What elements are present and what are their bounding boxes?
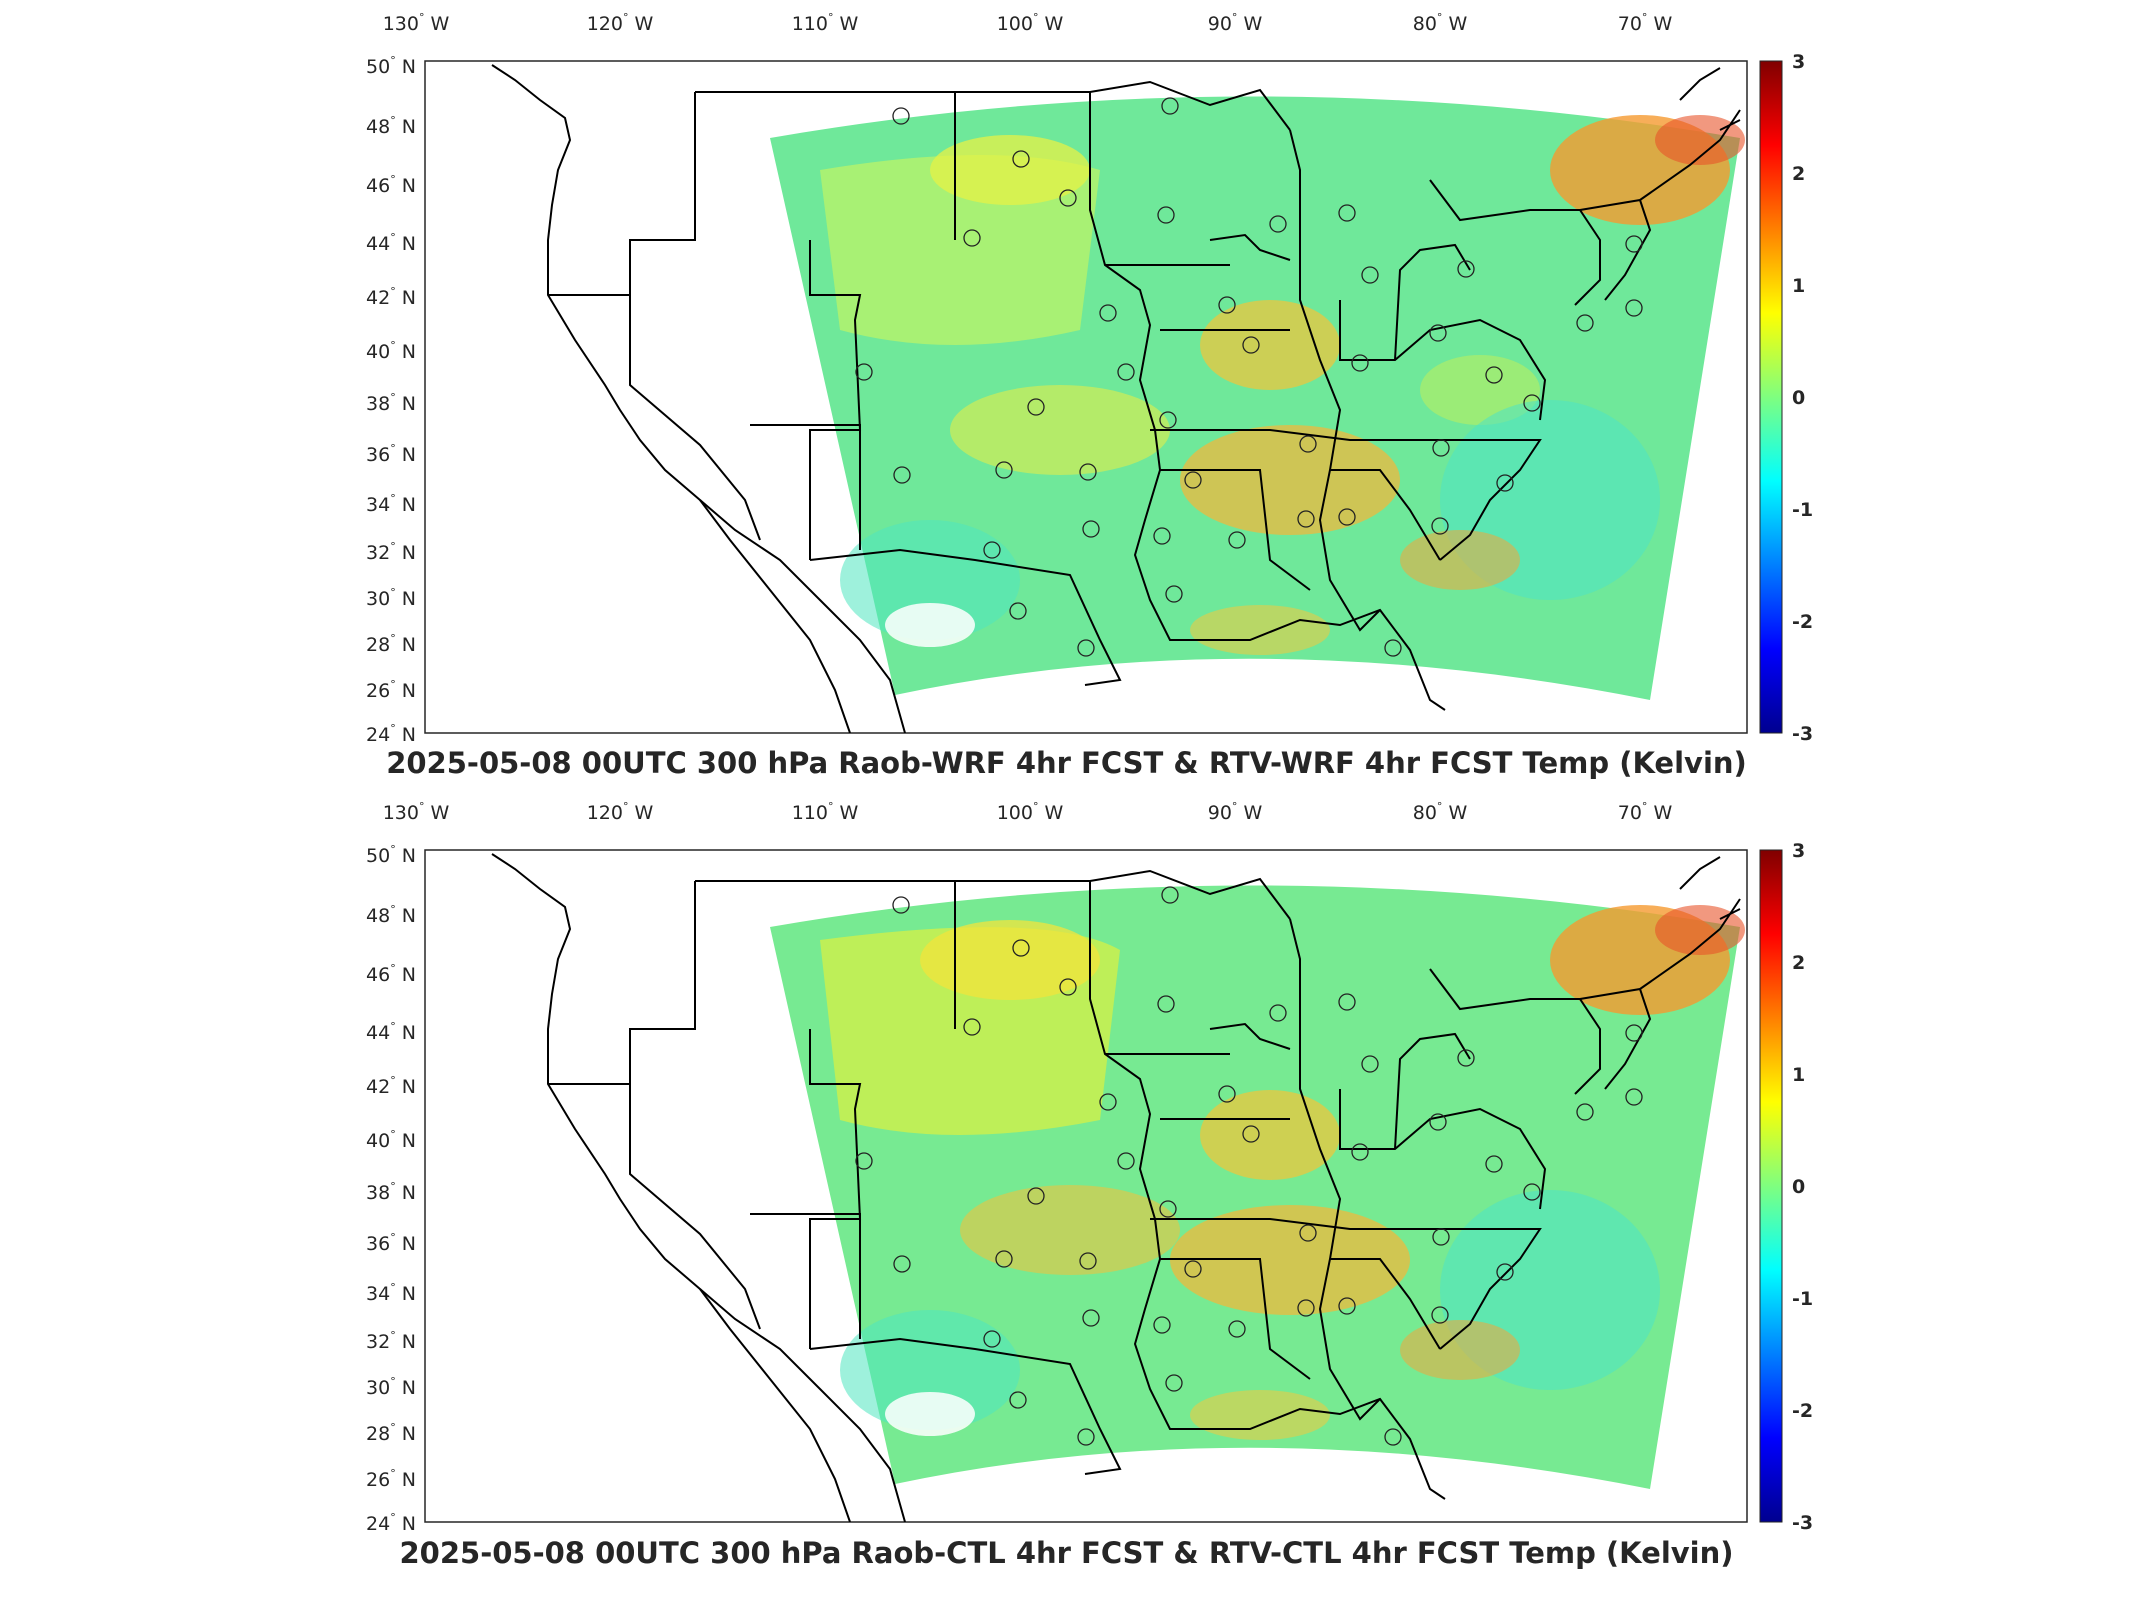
colorbar-tick: -1 [1792,499,1813,521]
svg-text:42° N: 42° N [366,1074,416,1098]
svg-text:44° N: 44° N [366,231,416,255]
latitude-axis-labels: 50° N 48° N 46° N 44° N 42° N 40° N 38° … [366,54,416,746]
colorbar-tick: 2 [1792,163,1805,185]
colorbar-tick: -3 [1792,723,1813,745]
lon-label: 90 [1208,13,1232,35]
svg-text:40° N: 40° N [366,1128,416,1152]
svg-text:28° N: 28° N [366,1421,416,1445]
lon-label: 80 [1413,13,1437,35]
svg-text:26° N: 26° N [366,1467,416,1491]
colorbar-tick: 3 [1792,840,1805,862]
colorbar: 3 2 1 0 -1 -2 -3 [1759,840,1813,1534]
colorbar-tick: 1 [1792,1064,1805,1086]
svg-text:130° W: 130° W [383,11,450,35]
svg-text:24° N: 24° N [366,1511,416,1535]
colorbar-tick: -2 [1792,611,1813,633]
svg-text:70° W: 70° W [1618,800,1673,824]
svg-text:44° N: 44° N [366,1020,416,1044]
svg-text:130° W: 130° W [383,800,450,824]
svg-text:48° N: 48° N [366,903,416,927]
lon-label: 110 [792,13,828,35]
svg-text:90° W: 90° W [1208,11,1263,35]
colorbar-tick: 3 [1792,51,1805,73]
svg-text:32° N: 32° N [366,540,416,564]
svg-text:42° N: 42° N [366,285,416,309]
longitude-axis-labels: 130° W 120° W 110° W 100° W 90° W 80° W … [383,11,1673,35]
coastlines-and-borders [491,853,1741,1522]
temperature-difference-field [770,885,1745,1489]
svg-text:110° W: 110° W [792,11,859,35]
svg-text:80° W: 80° W [1413,11,1468,35]
colorbar-tick: -1 [1792,1288,1813,1310]
svg-text:40° N: 40° N [366,339,416,363]
colorbar: 3 2 1 0 -1 -2 -3 [1759,51,1813,745]
svg-text:26° N: 26° N [366,678,416,702]
svg-text:38° N: 38° N [366,391,416,415]
svg-text:38° N: 38° N [366,1180,416,1204]
svg-text:100° W: 100° W [997,800,1064,824]
lon-label: 130 [383,13,419,35]
map-title-bottom: 2025-05-08 00UTC 300 hPa Raob-CTL 4hr FC… [399,1536,1734,1570]
svg-text:100° W: 100° W [997,11,1064,35]
panel-bottom: 130° W 120° W 110° W 100° W 90° W 80° W … [0,790,2133,1600]
svg-text:34° N: 34° N [366,492,416,516]
svg-text:30° N: 30° N [366,586,416,610]
lon-label: 70 [1618,13,1642,35]
svg-text:48° N: 48° N [366,114,416,138]
colorbar-tick: 0 [1792,1176,1805,1198]
svg-text:120° W: 120° W [587,800,654,824]
colorbar-tick: 0 [1792,387,1805,409]
svg-text:30° N: 30° N [366,1375,416,1399]
map-top: 130° W 120° W 110° W 100° W 90° W 80° W … [366,11,1813,746]
panel-top: 130° W 120° W 110° W 100° W 90° W 80° W … [0,0,2133,790]
svg-text:90° W: 90° W [1208,800,1263,824]
svg-text:120° W: 120° W [587,11,654,35]
colorbar-tick: -2 [1792,1400,1813,1422]
lon-label: 100 [997,13,1033,35]
svg-text:36° N: 36° N [366,442,416,466]
colorbar-tick: -3 [1792,1512,1813,1534]
svg-text:34° N: 34° N [366,1281,416,1305]
colorbar-tick: 1 [1792,275,1805,297]
raob-station-markers [855,97,1643,657]
lon-label: 120 [587,13,623,35]
coastlines-and-borders [491,64,1741,733]
temperature-difference-field [770,96,1745,700]
svg-text:36° N: 36° N [366,1231,416,1255]
svg-text:24° N: 24° N [366,722,416,746]
raob-station-markers [855,886,1643,1446]
latitude-axis-labels: 50° N 48° N 46° N 44° N 42° N 40° N 38° … [366,843,416,1535]
svg-text:50° N: 50° N [366,843,416,867]
map-title-top: 2025-05-08 00UTC 300 hPa Raob-WRF 4hr FC… [386,746,1747,780]
svg-text:80° W: 80° W [1413,800,1468,824]
svg-text:32° N: 32° N [366,1329,416,1353]
svg-text:70° W: 70° W [1618,11,1673,35]
svg-text:50° N: 50° N [366,54,416,78]
longitude-axis-labels: 130° W 120° W 110° W 100° W 90° W 80° W … [383,800,1673,824]
svg-text:46° N: 46° N [366,962,416,986]
svg-text:110° W: 110° W [792,800,859,824]
colorbar-tick: 2 [1792,952,1805,974]
svg-text:46° N: 46° N [366,173,416,197]
svg-text:28° N: 28° N [366,632,416,656]
map-bottom: 130° W 120° W 110° W 100° W 90° W 80° W … [366,800,1813,1535]
